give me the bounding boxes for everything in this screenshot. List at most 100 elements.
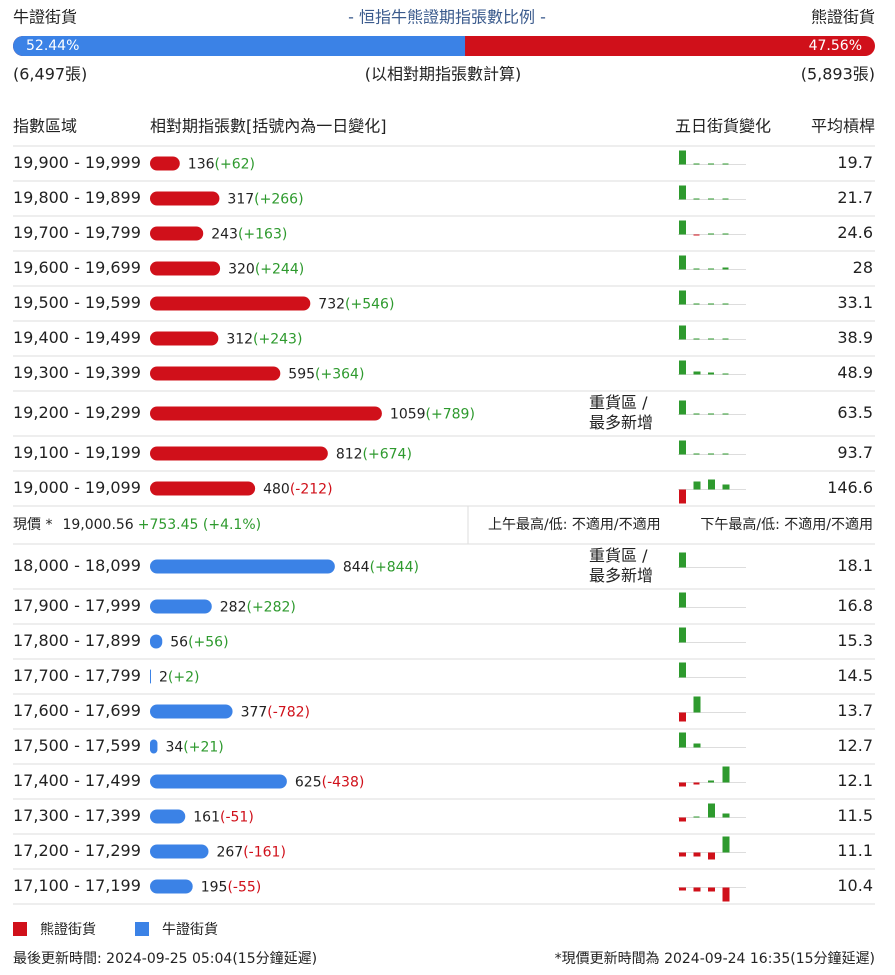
count-text: 320(+244) — [228, 262, 304, 278]
count-text: 480(-212) — [263, 482, 332, 498]
price-note: *現價更新時間為 2024-09-24 16:35(15分鐘延遲) — [555, 950, 875, 967]
count-bar — [150, 669, 151, 684]
leverage: 11.5 — [837, 806, 873, 825]
col-header: 相對期指張數[括號內為一日變化] — [150, 117, 387, 136]
five-day-bar — [693, 816, 700, 818]
five-day-bar — [708, 887, 715, 892]
count-bar — [150, 739, 158, 754]
change: (+21) — [183, 740, 223, 756]
five-day-bar — [722, 338, 729, 340]
leverage: 24.6 — [837, 223, 873, 242]
count-bar — [150, 331, 219, 346]
count-bar — [150, 366, 281, 381]
leverage: 63.5 — [837, 403, 873, 422]
five-day-bar — [679, 817, 686, 822]
count-text: 267(-161) — [216, 845, 285, 861]
change: (+2) — [168, 670, 200, 686]
count: 34 — [165, 740, 183, 756]
five-day-bar — [708, 233, 714, 235]
count-text: 282(+282) — [220, 600, 296, 616]
change: (+244) — [255, 262, 304, 278]
change: (+674) — [363, 447, 412, 463]
count: 480 — [263, 482, 290, 498]
leverage: 15.3 — [837, 631, 873, 650]
five-day-bar — [708, 198, 714, 200]
count: 812 — [336, 447, 363, 463]
five-day-bar — [708, 163, 714, 165]
count: 595 — [288, 367, 315, 383]
count-text: 844(+844) — [343, 560, 419, 576]
five-day-bar — [679, 185, 686, 200]
count-text: 625(-438) — [295, 775, 364, 791]
five-day-bar — [722, 766, 730, 783]
range: 18,000 - 18,099 — [13, 556, 141, 575]
five-day-bar — [693, 303, 700, 305]
count-text: 377(-782) — [241, 705, 310, 721]
range: 17,500 - 17,599 — [13, 736, 141, 755]
five-day-bar — [679, 592, 686, 608]
range: 19,500 - 19,599 — [13, 293, 141, 312]
change: (-55) — [227, 880, 261, 896]
count-bar — [150, 481, 256, 496]
five-day-bar — [708, 338, 714, 340]
legend-swatch-bear — [13, 922, 27, 936]
range: 17,600 - 17,699 — [13, 701, 141, 720]
price: 現價 * 19,000.56 +753.45 (+4.1%) — [13, 516, 261, 533]
price-label: 現價 * — [13, 516, 52, 533]
range: 17,800 - 17,899 — [13, 631, 141, 650]
count: 317 — [227, 192, 254, 208]
five-day-bar — [679, 552, 686, 568]
change: (-438) — [322, 775, 365, 791]
count-bar — [150, 559, 335, 574]
count-bar — [150, 191, 220, 206]
five-day-bar — [708, 479, 715, 490]
range: 17,200 - 17,299 — [13, 841, 141, 860]
range: 19,100 - 19,199 — [13, 443, 141, 462]
range: 19,400 - 19,499 — [13, 328, 141, 347]
bull-total: (6,497張) — [13, 65, 87, 84]
five-day-bar — [693, 852, 701, 857]
five-day-bar — [722, 267, 729, 270]
note: 最多新增 — [589, 413, 653, 432]
five-day-bar — [693, 268, 700, 270]
count-text: 595(+364) — [288, 367, 364, 383]
leverage: 38.9 — [837, 328, 873, 347]
five-day-bar — [722, 453, 729, 455]
count: 625 — [295, 775, 322, 791]
change: (-161) — [243, 845, 286, 861]
leverage: 48.9 — [837, 363, 873, 382]
count-bar — [150, 809, 186, 824]
count-bar — [150, 446, 328, 461]
range: 19,600 - 19,699 — [13, 258, 141, 277]
five-day-bar — [708, 852, 715, 860]
leverage: 14.5 — [837, 666, 873, 685]
count-text: 2(+2) — [159, 670, 199, 686]
five-day-bar — [722, 163, 729, 165]
five-day-bar — [722, 813, 730, 818]
range: 17,900 - 17,999 — [13, 596, 141, 615]
legend-bear: 熊證街貨 — [40, 921, 96, 938]
change: (+789) — [426, 407, 475, 423]
five-day-bar — [722, 233, 729, 235]
count: 2 — [159, 670, 168, 686]
leverage: 12.7 — [837, 736, 873, 755]
leverage: 11.1 — [837, 841, 873, 860]
count: 161 — [193, 810, 220, 826]
ratio-bull-label: 52.44% — [26, 38, 79, 54]
leverage: 18.1 — [837, 556, 873, 575]
five-day-bar — [693, 887, 701, 892]
five-day-bar — [722, 413, 729, 415]
note: 最多新增 — [589, 566, 653, 585]
count-bar — [150, 296, 311, 311]
count-bar — [150, 879, 193, 894]
updated: 最後更新時間: 2024-09-25 05:04(15分鐘延遲) — [13, 950, 317, 967]
count-bar — [150, 156, 180, 171]
count: 56 — [170, 635, 188, 651]
range: 19,900 - 19,999 — [13, 153, 141, 172]
range: 19,000 - 19,099 — [13, 478, 141, 497]
leverage: 146.6 — [827, 478, 873, 497]
five-day-bar — [679, 627, 686, 643]
title: - 恒指牛熊證期指張數比例 - — [348, 8, 546, 27]
count: 732 — [318, 297, 345, 313]
